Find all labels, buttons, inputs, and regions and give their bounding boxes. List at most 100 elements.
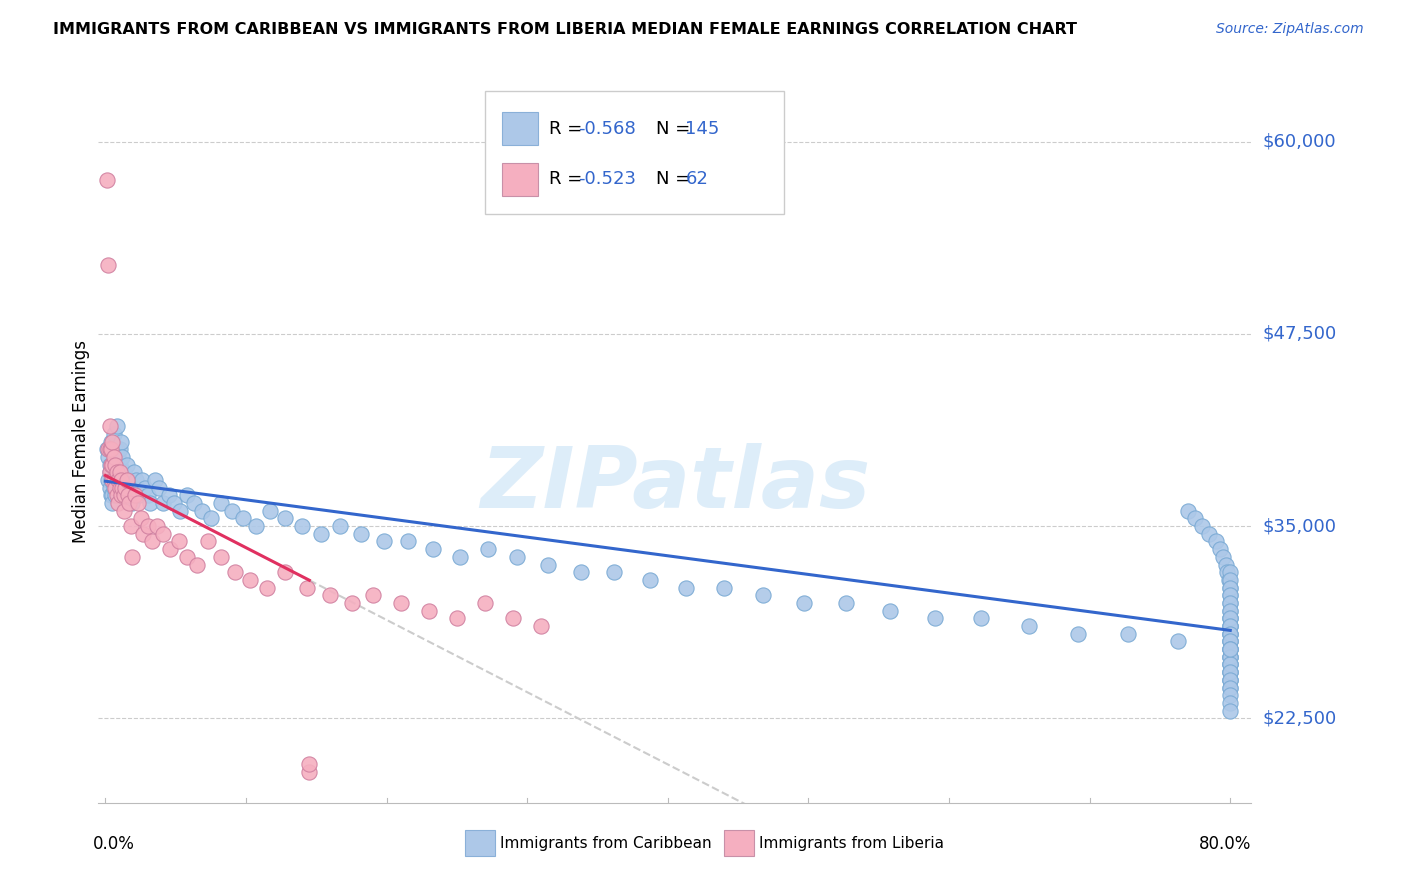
- Text: 145: 145: [685, 120, 720, 137]
- Point: [107, 488, 129, 502]
- Point: [115, 458, 138, 472]
- Point: [502, 611, 524, 625]
- Point: [97, 258, 120, 272]
- Point: [108, 481, 131, 495]
- Point: [176, 488, 198, 502]
- Point: [569, 565, 592, 579]
- Point: [141, 534, 163, 549]
- Point: [1219, 596, 1241, 610]
- Text: $47,500: $47,500: [1263, 325, 1337, 343]
- Point: [108, 473, 131, 487]
- Point: [105, 488, 128, 502]
- Point: [131, 473, 153, 487]
- Point: [132, 526, 155, 541]
- Text: $60,000: $60,000: [1263, 133, 1336, 151]
- Text: $22,500: $22,500: [1263, 709, 1337, 727]
- Point: [167, 534, 190, 549]
- Point: [103, 426, 125, 441]
- Text: R =: R =: [550, 170, 588, 188]
- Point: [114, 473, 136, 487]
- Point: [139, 496, 162, 510]
- Point: [110, 434, 132, 449]
- Point: [104, 442, 127, 457]
- Point: [209, 496, 232, 510]
- Point: [1219, 642, 1241, 657]
- Point: [1198, 526, 1220, 541]
- Point: [1219, 665, 1241, 680]
- Point: [107, 450, 129, 464]
- Point: [396, 534, 419, 549]
- Point: [224, 565, 246, 579]
- Point: [115, 473, 138, 487]
- Point: [1219, 588, 1241, 602]
- Text: 0.0%: 0.0%: [93, 835, 135, 854]
- Point: [176, 549, 198, 564]
- Point: [1219, 604, 1241, 618]
- Point: [245, 519, 267, 533]
- Point: [1219, 681, 1241, 695]
- Point: [1218, 573, 1240, 587]
- Point: [134, 481, 156, 495]
- Point: [329, 519, 352, 533]
- Point: [105, 465, 128, 479]
- Point: [98, 465, 121, 479]
- Point: [148, 481, 170, 495]
- Point: [239, 573, 262, 587]
- Point: [752, 588, 775, 602]
- Point: [108, 442, 131, 457]
- Point: [98, 458, 121, 472]
- Point: [105, 419, 128, 434]
- Point: [449, 549, 471, 564]
- Point: [970, 611, 993, 625]
- Point: [835, 596, 858, 610]
- Text: N =: N =: [657, 120, 696, 137]
- Point: [1116, 626, 1139, 640]
- Text: 80.0%: 80.0%: [1199, 835, 1251, 854]
- Point: [1219, 581, 1241, 595]
- Point: [1219, 611, 1241, 625]
- Text: R =: R =: [550, 120, 588, 137]
- Point: [117, 473, 139, 487]
- Point: [298, 765, 321, 780]
- Point: [124, 488, 146, 502]
- Point: [100, 473, 122, 487]
- Point: [143, 473, 166, 487]
- Point: [114, 481, 136, 495]
- Point: [1219, 626, 1241, 640]
- Point: [101, 488, 124, 502]
- Point: [1219, 673, 1241, 687]
- Point: [1177, 504, 1199, 518]
- Point: [1219, 657, 1241, 672]
- Point: [298, 757, 321, 772]
- Point: [118, 481, 141, 495]
- Point: [1219, 619, 1241, 633]
- Point: [1219, 681, 1241, 695]
- Point: [1219, 588, 1241, 602]
- Point: [101, 434, 124, 449]
- Point: [1219, 611, 1241, 625]
- Text: -0.568: -0.568: [578, 120, 636, 137]
- Point: [1219, 626, 1241, 640]
- Point: [1219, 626, 1241, 640]
- Point: [1219, 634, 1241, 648]
- Point: [101, 473, 124, 487]
- Point: [418, 604, 440, 618]
- Point: [97, 473, 120, 487]
- Point: [105, 442, 128, 457]
- Point: [474, 596, 496, 610]
- FancyBboxPatch shape: [724, 830, 755, 856]
- Point: [107, 496, 129, 510]
- Point: [163, 496, 186, 510]
- Point: [129, 511, 152, 525]
- Point: [713, 581, 735, 595]
- Point: [1219, 634, 1241, 648]
- Point: [110, 488, 132, 502]
- FancyBboxPatch shape: [485, 91, 785, 214]
- Point: [127, 496, 149, 510]
- Point: [477, 542, 499, 557]
- Point: [186, 558, 208, 572]
- Point: [1219, 565, 1241, 579]
- Point: [101, 458, 124, 472]
- Point: [1219, 649, 1241, 664]
- Text: -0.523: -0.523: [578, 170, 636, 188]
